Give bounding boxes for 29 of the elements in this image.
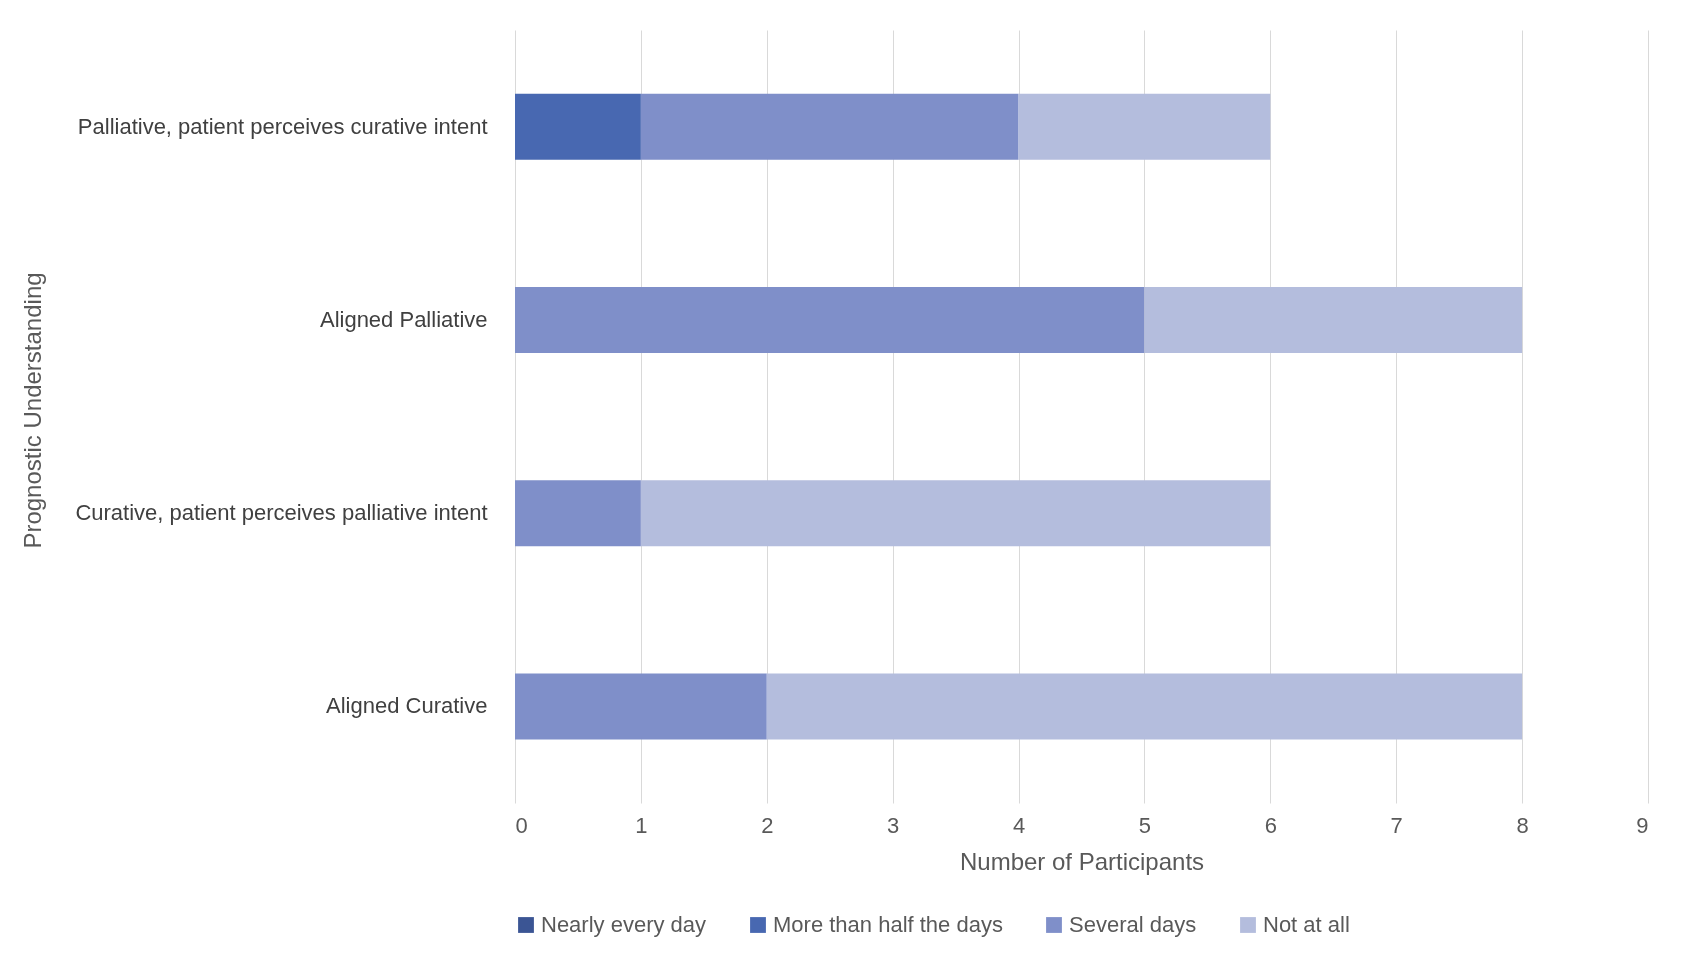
y-axis-title: Prognostic Understanding: [18, 272, 46, 549]
x-tick-label: 9: [1636, 812, 1649, 838]
y-tick-label: Aligned Curative: [326, 693, 488, 719]
bar: [515, 93, 641, 160]
x-tick-label: 7: [1390, 812, 1403, 838]
legend-label: Nearly every day: [541, 912, 707, 937]
x-tick-label: 6: [1264, 812, 1277, 838]
x-tick-label: 4: [1012, 812, 1026, 838]
bar: [1144, 286, 1523, 353]
bar: [766, 673, 1523, 740]
y-tick-label: Palliative, patient perceives curative intent: [77, 113, 488, 139]
bar: [515, 673, 767, 740]
x-tick-label: 3: [887, 812, 900, 838]
bar: [515, 286, 1145, 353]
legend-label: More than half the days: [773, 912, 1003, 937]
x-tick-label: 2: [761, 812, 774, 838]
legend-label: Several days: [1069, 912, 1197, 937]
bar: [515, 480, 641, 547]
y-tick-label: Curative, patient perceives palliative intent: [75, 500, 488, 526]
x-tick-label: 8: [1516, 812, 1529, 838]
bar: [640, 480, 1271, 547]
x-tick-label: 1: [635, 812, 648, 838]
x-axis-title: Number of Participants: [959, 847, 1205, 875]
x-tick-label: 0: [515, 812, 528, 838]
legend-label: Not at all: [1263, 912, 1350, 937]
bar: [640, 93, 1019, 160]
bar: [1018, 93, 1271, 160]
x-tick-label: 5: [1138, 812, 1152, 838]
y-tick-label: Aligned Palliative: [319, 306, 488, 332]
